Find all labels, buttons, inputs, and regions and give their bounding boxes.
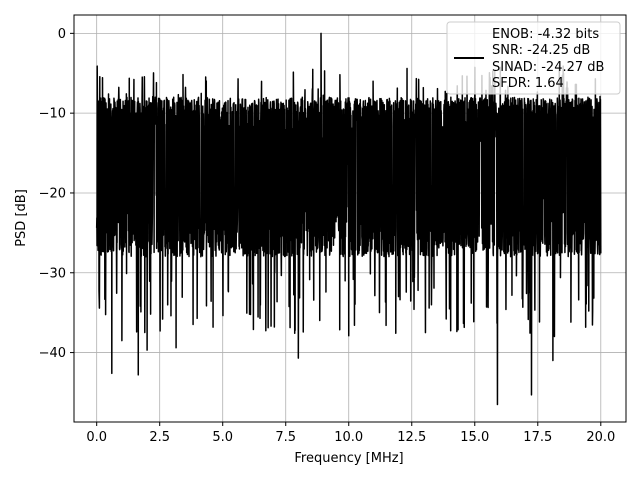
x-tick-label: 12.5: [397, 430, 426, 445]
y-tick-label: −30: [39, 266, 66, 281]
y-tick-label: −20: [39, 186, 66, 201]
y-tick-label: −40: [39, 346, 66, 361]
y-tick-layer: 0 −10 −20 −30 −40: [39, 27, 74, 361]
x-tick-label: 2.5: [149, 430, 170, 445]
legend-text-sinad: SINAD: -24.27 dB: [492, 60, 604, 75]
x-tick-label: 17.5: [523, 430, 552, 445]
x-tick-label: 10.0: [334, 430, 363, 445]
legend-text-enob: ENOB: -4.32 bits: [492, 27, 599, 42]
legend-text-sfdr: SFDR: 1.64: [492, 76, 564, 91]
x-tick-label: 15.0: [460, 430, 489, 445]
y-axis-label: PSD [dB]: [14, 189, 29, 247]
x-tick-layer: 0.0 2.5 5.0 7.5 10.0 12.5 15.0 17.5 20.0: [86, 422, 615, 445]
x-tick-label: 5.0: [212, 430, 233, 445]
x-tick-label: 7.5: [275, 430, 296, 445]
legend-text-snr: SNR: -24.25 dB: [492, 43, 590, 58]
x-tick-label: 0.0: [86, 430, 107, 445]
data-layer: [95, 32, 602, 406]
x-axis-label: Frequency [MHz]: [294, 451, 403, 466]
y-tick-label: 0: [58, 27, 66, 42]
psd-series-line: [95, 32, 602, 406]
y-tick-label: −10: [39, 107, 66, 122]
plot-frame: [73, 14, 627, 423]
legend: ENOB: -4.32 bits SNR: -24.25 dB SINAD: -…: [446, 21, 621, 95]
x-tick-label: 20.0: [586, 430, 615, 445]
legend-box: [446, 21, 621, 95]
axes-layer: [73, 14, 627, 423]
